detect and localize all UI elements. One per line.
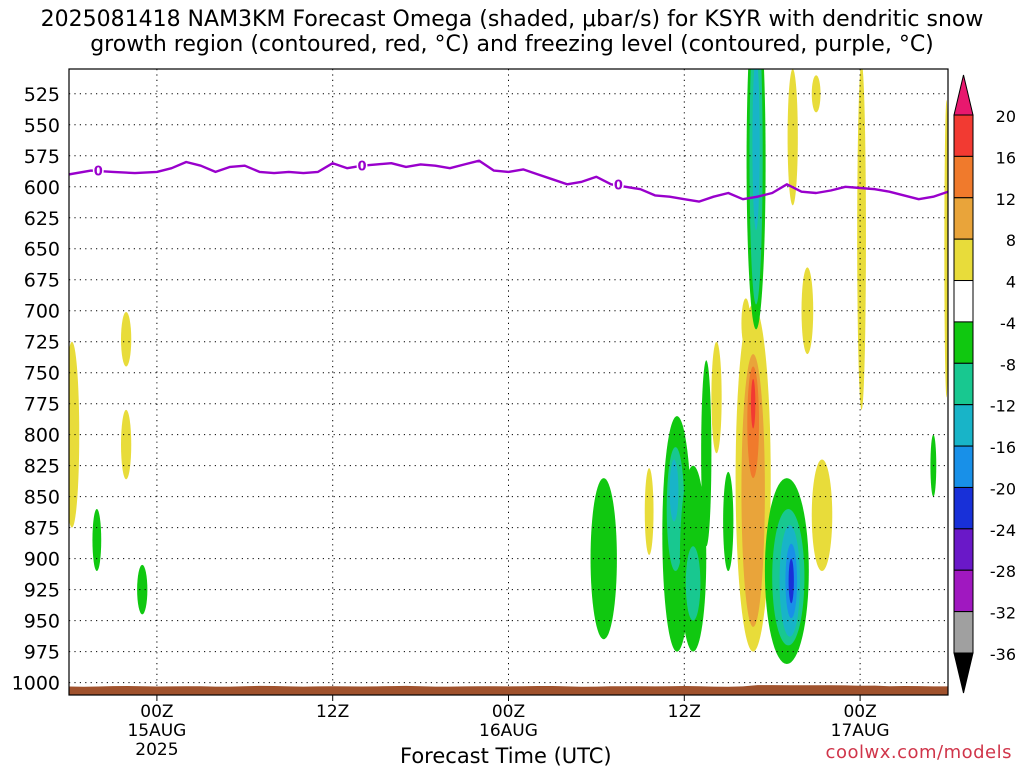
plot-frame [68, 68, 949, 696]
colorbar-label: -16 [990, 438, 1016, 457]
colorbar-bottom-arrow [953, 652, 974, 694]
omega-area-1 [121, 311, 132, 367]
freezing-level-label-1: 0 [357, 160, 366, 175]
x-tick-sublabel: 16AUG [479, 721, 538, 741]
x-tick-sublabel: 15AUG [127, 721, 186, 741]
colorbar-segment [953, 155, 974, 199]
omega-area-13 [711, 341, 722, 454]
y-tick-label: 925 [24, 580, 60, 602]
freezing-level-label-2: 0 [614, 178, 623, 193]
y-tick-label: 550 [24, 115, 60, 137]
colorbar-segment [953, 486, 974, 530]
omega-area-3 [92, 509, 102, 572]
colorbar-segment [953, 321, 974, 364]
chart-title-line-1: 2025081418 NAM3KM Forecast Omega (shaded… [40, 7, 984, 32]
x-tick-sublabel: 17AUG [831, 721, 890, 741]
y-tick-label: 575 [24, 146, 60, 168]
omega-area-6 [644, 468, 654, 555]
omega-area-19 [750, 378, 756, 429]
omega-area-24 [788, 558, 794, 604]
y-tick-label: 900 [24, 549, 60, 571]
omega-area-32 [857, 69, 866, 410]
plot-area: 0 0 0 [69, 69, 948, 695]
x-axis-title: Forecast Time (UTC) [400, 744, 612, 768]
colorbar-label: -20 [990, 479, 1016, 498]
colorbar-label: -24 [990, 521, 1016, 540]
omega-area-27 [752, 69, 760, 231]
y-tick-label: 625 [24, 208, 60, 230]
x-tick-year-label: 2025 [135, 740, 178, 760]
colorbar-label: 4 [1006, 273, 1016, 292]
colorbar-label: 20 [996, 107, 1016, 126]
omega-area-34 [944, 100, 948, 398]
colorbar-label: -28 [990, 562, 1016, 581]
y-tick-label: 725 [24, 332, 60, 354]
colorbar-label: 12 [996, 190, 1016, 209]
y-tick-label: 975 [24, 642, 60, 664]
omega-area-14 [723, 471, 734, 572]
y-tick-label: 525 [24, 84, 60, 106]
colorbar-segment [953, 611, 974, 654]
colorbar-segment [953, 114, 974, 157]
colorbar-segment [953, 569, 974, 613]
colorbar-segment [953, 362, 974, 406]
colorbar-label: -36 [990, 645, 1016, 664]
colorbar-label: -32 [990, 604, 1016, 623]
omega-area-31 [811, 459, 833, 572]
freezing-level-label-0: 0 [94, 165, 103, 180]
colorbar-segment [953, 528, 974, 571]
omega-area-11 [685, 546, 701, 621]
y-tick-label: 775 [24, 394, 60, 416]
y-tick-label: 1000 [12, 673, 60, 695]
y-tick-label: 875 [24, 518, 60, 540]
credit-text[interactable]: coolwx.com/models [825, 742, 1012, 763]
omega-area-0 [69, 341, 80, 528]
colorbar-label: -8 [1000, 355, 1016, 374]
terrain-band [69, 685, 948, 695]
omega-area-12 [701, 360, 712, 547]
x-tick-label: 12Z [316, 702, 349, 722]
omega-area-30 [801, 267, 814, 355]
omega-area-4 [137, 564, 148, 615]
colorbar-segment [953, 238, 974, 282]
omega-area-9 [669, 459, 679, 522]
x-tick-label: 00Z [140, 702, 173, 722]
colorbar-segment [953, 404, 974, 447]
freezing-level-line [69, 159, 948, 203]
y-tick-label: 850 [24, 487, 60, 509]
colorbar-label: -12 [990, 397, 1016, 416]
x-tick-label: 12Z [668, 702, 701, 722]
colorbar-label: 16 [996, 148, 1016, 167]
y-tick-label: 950 [24, 611, 60, 633]
colorbar-label: -4 [1000, 314, 1016, 333]
colorbar-label: 8 [1006, 231, 1016, 250]
colorbar: 20 16 12 8 4 -4 -8 -12 -16 -20 -24 -28 -32 -36 [953, 74, 1016, 694]
x-tick-label: 00Z [492, 702, 525, 722]
y-tick-label: 825 [24, 456, 60, 478]
chart-title-line-2: growth region (contoured, red, °C) and f… [90, 32, 934, 57]
colorbar-segment [953, 445, 974, 488]
omega-area-29 [811, 75, 821, 113]
y-tick-label: 700 [24, 301, 60, 323]
omega-area-28 [787, 69, 798, 206]
colorbar-segment [953, 197, 974, 240]
y-tick-label: 650 [24, 239, 60, 261]
y-tick-label: 675 [24, 270, 60, 292]
colorbar-segment [953, 280, 974, 323]
y-tick-label: 800 [24, 425, 60, 447]
colorbar-top-arrow [953, 74, 974, 116]
x-tick-label: 00Z [843, 702, 876, 722]
omega-area-2 [121, 409, 132, 480]
y-tick-label: 750 [24, 363, 60, 385]
y-tick-label: 600 [24, 177, 60, 199]
